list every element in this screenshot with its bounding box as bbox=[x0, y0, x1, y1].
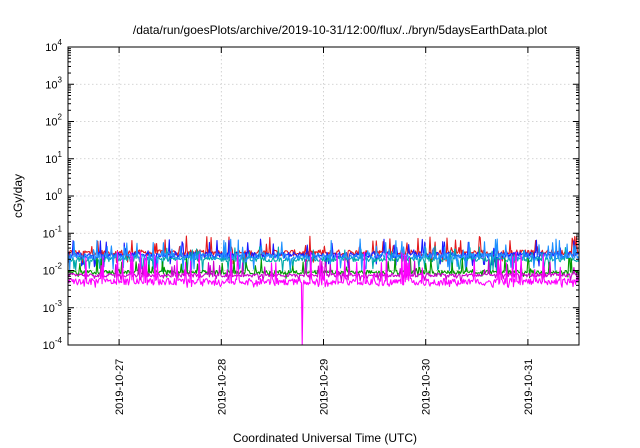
chart-title: /data/run/goesPlots/archive/2019-10-31/1… bbox=[133, 23, 548, 37]
x-tick-label: 2019-10-28 bbox=[216, 359, 228, 415]
grid bbox=[68, 47, 579, 345]
x-axis-label: Coordinated Universal Time (UTC) bbox=[233, 431, 417, 445]
x-tick-label: 2019-10-29 bbox=[319, 359, 331, 415]
y-tick-label: 10-1 bbox=[43, 224, 63, 240]
series-line bbox=[67, 251, 580, 346]
y-tick-label: 102 bbox=[45, 113, 62, 129]
y-tick-label: 10-3 bbox=[43, 299, 63, 315]
y-tick-label: 101 bbox=[45, 150, 62, 166]
y-axis-label: cGy/day bbox=[11, 174, 25, 218]
x-tick-label: 2019-10-31 bbox=[523, 359, 535, 415]
x-tick-label: 2019-10-30 bbox=[421, 359, 433, 415]
y-tick-label: 10-4 bbox=[43, 336, 63, 352]
y-tick-label: 100 bbox=[45, 187, 62, 203]
y-tick-labels: 10-4 10-3 10-2 10-1 100 101 102 103 104 bbox=[43, 38, 63, 352]
series-group bbox=[67, 235, 580, 346]
axis-ticks bbox=[68, 46, 579, 346]
x-tick-label: 2019-10-27 bbox=[114, 359, 126, 415]
x-tick-labels: 2019-10-27 2019-10-28 2019-10-29 2019-10-30… bbox=[114, 359, 535, 415]
y-tick-label: 10-2 bbox=[43, 262, 63, 278]
series-line bbox=[67, 238, 580, 272]
series-line bbox=[67, 245, 580, 273]
y-tick-label: 103 bbox=[45, 75, 62, 91]
y-tick-label: 104 bbox=[45, 38, 62, 54]
